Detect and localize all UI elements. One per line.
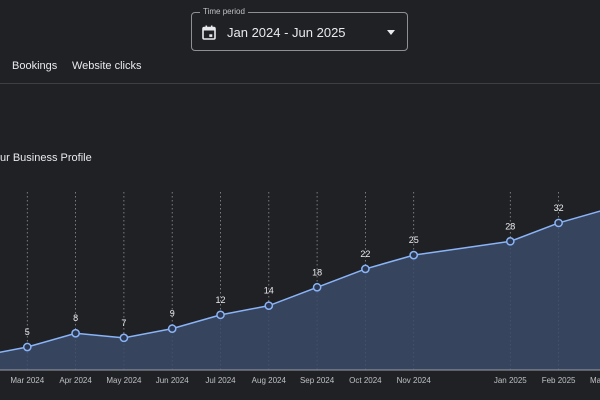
value-label: 8 — [73, 313, 78, 323]
calendar-icon — [202, 25, 216, 40]
x-tick-label: Jan 2025 — [494, 376, 527, 385]
dropdown-arrow-icon — [387, 30, 395, 35]
x-tick-label: Jun 2024 — [156, 376, 189, 385]
x-tick-label: Oct 2024 — [349, 376, 382, 385]
chart-title: ur Business Profile — [0, 152, 92, 164]
x-tick-label: Apr 2024 — [59, 376, 92, 385]
data-point — [71, 328, 80, 338]
data-point — [409, 250, 419, 260]
x-tick-label: Sep 2024 — [300, 376, 335, 385]
value-label: 7 — [121, 318, 126, 328]
time-period-label: Time period — [200, 6, 248, 18]
value-label: 32 — [554, 203, 564, 213]
value-label: 14 — [264, 286, 274, 296]
x-tick-label: Nov 2024 — [397, 376, 432, 385]
x-tick-label: Mar 2024 — [10, 376, 44, 385]
x-tick-label: May 2024 — [106, 376, 142, 385]
time-period-value: Jan 2024 - Jun 2025 — [227, 25, 346, 40]
data-point — [264, 301, 274, 311]
x-tick-label: Aug 2024 — [252, 376, 287, 385]
data-point — [505, 236, 515, 246]
tab-website-clicks[interactable]: Website clicks — [72, 60, 142, 72]
value-label: 18 — [312, 267, 322, 277]
time-period-select[interactable]: Time period Jan 2024 - Jun 2025 — [191, 6, 408, 51]
value-label: 28 — [505, 221, 515, 231]
data-point — [216, 310, 225, 320]
value-label: 12 — [215, 295, 225, 305]
data-point — [554, 218, 563, 228]
x-tick-label: Feb 2025 — [542, 376, 576, 385]
area-fill — [0, 211, 600, 370]
data-point — [167, 324, 177, 333]
tabs-divider — [0, 83, 600, 84]
data-point — [361, 264, 370, 274]
data-point — [312, 282, 322, 292]
x-tick-label: Mar 2025 — [590, 376, 600, 385]
value-label: 25 — [409, 235, 419, 245]
data-point — [22, 342, 32, 352]
tab-bookings[interactable]: Bookings — [12, 60, 58, 72]
value-label: 22 — [360, 249, 370, 259]
x-tick-label: Jul 2024 — [205, 376, 236, 385]
data-point — [119, 333, 129, 343]
value-label: 9 — [170, 309, 175, 319]
value-label: 5 — [25, 327, 30, 337]
